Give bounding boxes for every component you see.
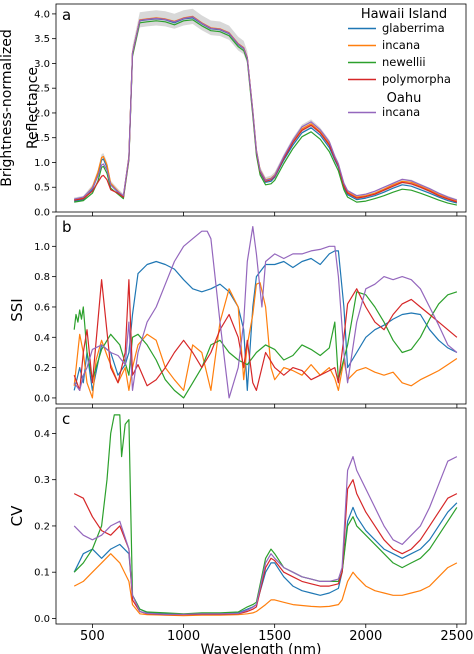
legend-group-title-0: Hawaii Island (361, 7, 447, 22)
y-tick-label-a-0: 0.0 (34, 208, 50, 219)
x-tick-label-c-0: 500 (80, 629, 105, 644)
y-tick-label-a-2: 1.0 (34, 158, 50, 169)
legend-label-0-0: glaberrima (382, 21, 445, 35)
y-tick-label-a-5: 2.5 (34, 84, 50, 95)
y-tick-label-a-6: 3.0 (34, 59, 50, 70)
series-line-b-4 (73, 226, 458, 399)
plot-area-a (74, 8, 458, 206)
y-tick-label-c-2: 0.2 (34, 521, 50, 532)
y-tick-label-b-1: 0.2 (34, 363, 50, 374)
plot-area-c (73, 414, 458, 617)
panel-c: 0.0 0.1 0.2 0.3 0.4 500 1000 1500 2000 2500 c CV Wav… (8, 407, 473, 654)
x-tick-label-c-3: 2000 (349, 629, 382, 644)
axes-frame-a (55, 3, 467, 213)
y-tick-label-b-5: 1.0 (34, 242, 50, 253)
y-tick-label-a-4: 2.0 (34, 108, 50, 119)
y-tick-label-c-3: 0.3 (34, 475, 50, 486)
y-axis-label-a-line-0: Brightness-normalized (0, 29, 15, 186)
legend-label-0-2: newellii (382, 55, 426, 69)
axes-frame-b (55, 215, 467, 405)
y-axis-label-c: CV (8, 505, 26, 526)
y-axis-label-b: SSI (8, 298, 26, 321)
axes-frame-c (55, 407, 467, 625)
legend-label-0-3: polymorpha (382, 72, 451, 86)
y-tick-label-a-8: 4.0 (34, 9, 50, 20)
series-line-a-4 (74, 16, 458, 201)
y-tick-label-c-1: 0.1 (34, 568, 50, 579)
y-tick-label-b-3: 0.6 (34, 302, 50, 313)
x-axis-label: Wavelength (nm) (201, 642, 322, 654)
panel-label-c: c (62, 410, 70, 428)
series-line-c-3 (73, 479, 458, 616)
x-tick-label-c-2: 1500 (258, 629, 291, 644)
y-tick-label-c-0: 0.0 (34, 614, 50, 625)
legend-label-1-0: incana (382, 105, 420, 119)
y-tick-label-b-2: 0.4 (34, 333, 50, 344)
series-line-c-2 (73, 414, 458, 615)
panel-label-a: a (62, 6, 71, 24)
plot-area-b (73, 226, 458, 399)
x-tick-label-c-1: 1000 (167, 629, 200, 644)
y-tick-label-b-0: 0.0 (34, 393, 50, 404)
y-tick-label-a-1: 0.5 (34, 183, 50, 194)
y-axis-label-a-line-1: Reflectance (25, 67, 41, 149)
panel-label-b: b (62, 218, 72, 236)
y-tick-label-b-4: 0.8 (34, 272, 50, 283)
series-line-c-1 (73, 553, 458, 617)
y-tick-label-a-7: 3.5 (34, 34, 50, 45)
series-line-b-3 (73, 279, 458, 391)
y-tick-label-a-3: 1.5 (34, 133, 50, 144)
series-line-c-4 (73, 456, 458, 615)
panel-a: 0.0 0.5 1.0 1.5 2.0 2.5 3.0 3.5 4.0 a Brightness-n… (0, 3, 467, 219)
x-tick-label-c-4: 2500 (440, 629, 473, 644)
y-tick-label-c-4: 0.4 (34, 429, 50, 440)
legend-group-title-1: Oahu (387, 91, 422, 106)
legend-label-0-1: incana (382, 38, 420, 52)
panel-b: 0.0 0.2 0.4 0.6 0.8 1.0 b SSI (8, 215, 467, 408)
